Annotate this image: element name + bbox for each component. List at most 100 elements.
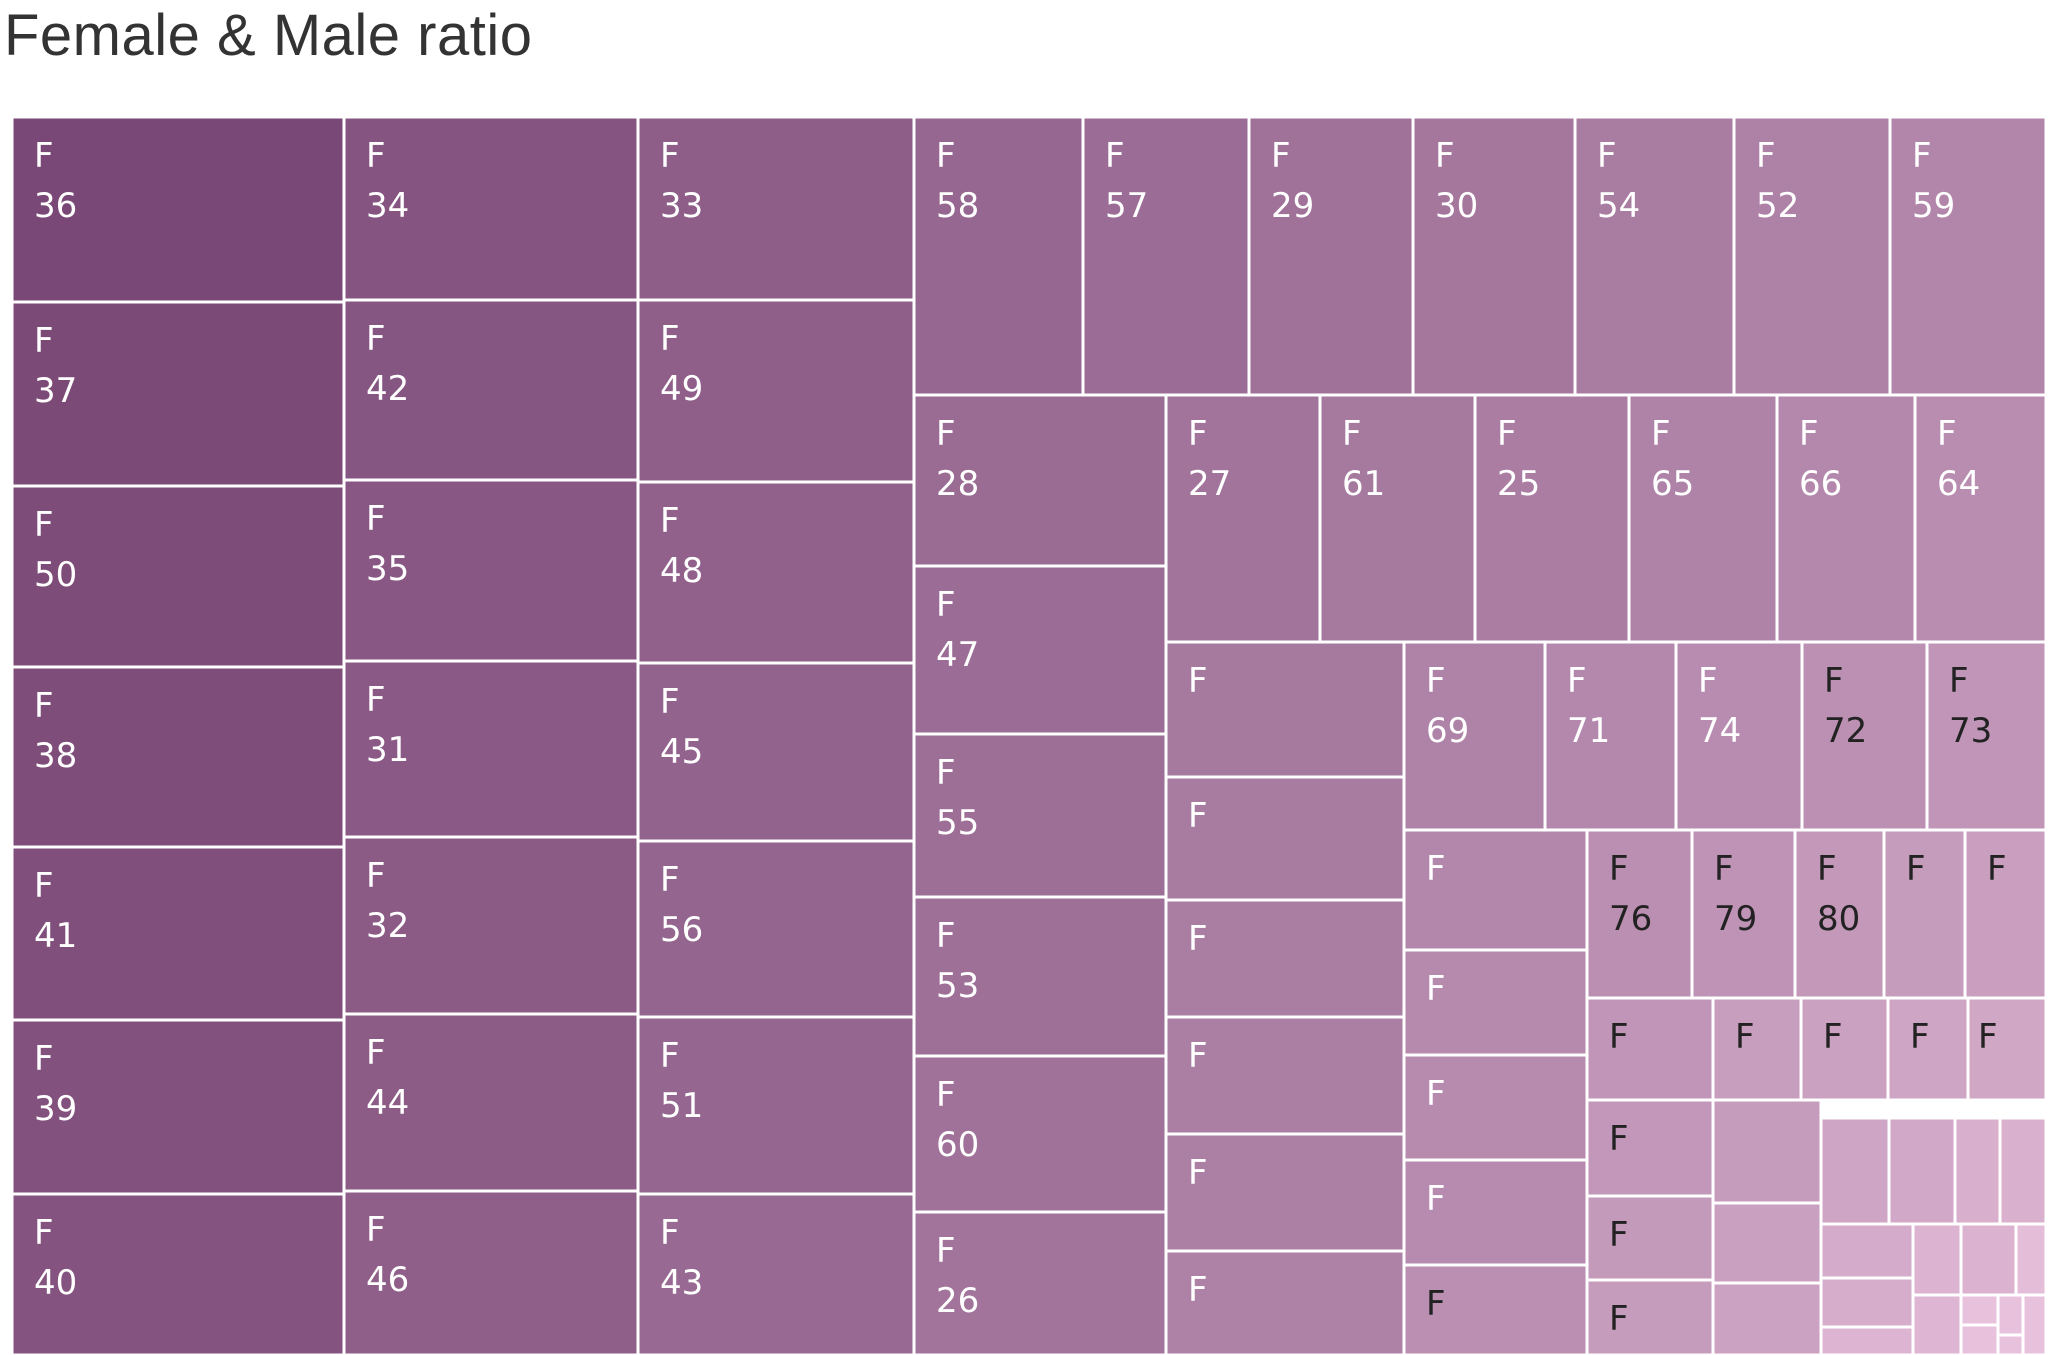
treemap-cell[interactable]: F	[1969, 999, 2045, 1099]
treemap-cell[interactable]	[1714, 1204, 1820, 1282]
treemap-cell[interactable]	[1822, 1225, 1912, 1277]
treemap-cell[interactable]	[1999, 1296, 2022, 1334]
treemap-cell[interactable]: F 25	[1476, 396, 1628, 641]
treemap-cell-rect	[345, 662, 637, 836]
treemap-cell[interactable]	[1890, 1119, 1954, 1223]
treemap-cell-rect	[1588, 1281, 1712, 1354]
treemap-cell[interactable]: F 72	[1803, 643, 1926, 829]
treemap-cell[interactable]: F	[1588, 1101, 1712, 1195]
treemap-cell-rect	[1966, 831, 2045, 997]
treemap-cell[interactable]: F	[1167, 643, 1403, 776]
treemap-cell[interactable]: F 55	[915, 735, 1165, 896]
treemap-cell[interactable]	[1956, 1119, 1999, 1223]
treemap-cell[interactable]	[1962, 1326, 1997, 1354]
treemap-cell[interactable]: F	[1889, 999, 1967, 1099]
treemap-cell[interactable]: F	[1167, 1252, 1403, 1354]
treemap-cell[interactable]: F	[1405, 1266, 1586, 1354]
treemap-cell[interactable]: F 50	[13, 487, 343, 666]
treemap-cell[interactable]	[1714, 1284, 1820, 1354]
treemap-cell[interactable]: F 57	[1084, 118, 1248, 394]
treemap-cell-rect	[345, 1192, 637, 1354]
treemap-cell[interactable]: F 80	[1796, 831, 1883, 997]
treemap-cell[interactable]: F	[1167, 901, 1403, 1016]
treemap-cell[interactable]: F 41	[13, 848, 343, 1019]
treemap-cell[interactable]: F 39	[13, 1021, 343, 1193]
treemap-cell[interactable]: F 76	[1588, 831, 1691, 997]
treemap-cell[interactable]: F 37	[13, 303, 343, 485]
treemap-cell[interactable]: F 53	[915, 898, 1165, 1055]
treemap-cell[interactable]: F 45	[639, 664, 913, 840]
treemap-cell[interactable]: F	[1885, 831, 1964, 997]
treemap-cell[interactable]: F 30	[1414, 118, 1574, 394]
treemap-cell[interactable]: F 34	[345, 118, 637, 299]
treemap-cell[interactable]: F 26	[915, 1213, 1165, 1354]
treemap-cell[interactable]: F 40	[13, 1195, 343, 1354]
treemap-cell[interactable]: F 60	[915, 1057, 1165, 1211]
treemap-cell[interactable]	[1822, 1279, 1912, 1326]
treemap-cell[interactable]: F	[1405, 951, 1586, 1054]
treemap-cell-group-label: F	[366, 856, 386, 896]
treemap-cell[interactable]: F 64	[1916, 396, 2045, 641]
treemap-cell-age-label: 38	[34, 736, 77, 776]
treemap-cell-rect	[639, 1018, 913, 1193]
treemap-cell[interactable]	[1714, 1101, 1820, 1202]
treemap-cell[interactable]: F 54	[1576, 118, 1733, 394]
treemap-cell[interactable]: F	[1405, 831, 1586, 949]
treemap-cell[interactable]: F 43	[639, 1195, 913, 1354]
treemap-cell[interactable]: F 33	[639, 118, 913, 299]
treemap-cell[interactable]: F 42	[345, 301, 637, 479]
treemap-cell[interactable]: F 36	[13, 118, 343, 301]
treemap-cell[interactable]: F 31	[345, 662, 637, 836]
treemap-cell-rect	[1630, 396, 1776, 641]
treemap-cell[interactable]	[1914, 1225, 1960, 1294]
treemap-cell[interactable]: F 29	[1250, 118, 1412, 394]
treemap-cell[interactable]	[2024, 1296, 2045, 1354]
treemap-cell[interactable]: F 79	[1693, 831, 1794, 997]
treemap-cell[interactable]: F	[1588, 999, 1712, 1099]
treemap-cell[interactable]: F 35	[345, 481, 637, 660]
treemap-cell[interactable]: F 47	[915, 567, 1165, 733]
treemap-cell[interactable]: F	[1588, 1281, 1712, 1354]
treemap-cell[interactable]: F	[1167, 1135, 1403, 1250]
treemap-cell-rect	[1405, 643, 1544, 829]
treemap-cell[interactable]: F 48	[639, 483, 913, 662]
treemap-cell[interactable]	[1822, 1119, 1888, 1223]
treemap-cell[interactable]: F 66	[1778, 396, 1914, 641]
treemap-cell[interactable]: F 44	[345, 1015, 637, 1190]
treemap-cell[interactable]: F 71	[1546, 643, 1675, 829]
treemap-cell[interactable]: F 61	[1321, 396, 1474, 641]
treemap-cell[interactable]: F 38	[13, 668, 343, 846]
treemap-cell[interactable]	[2001, 1119, 2045, 1223]
treemap-cell[interactable]: F	[1714, 999, 1800, 1099]
treemap-cell[interactable]: F	[1405, 1161, 1586, 1264]
treemap-cell[interactable]	[1962, 1296, 1997, 1324]
treemap-cell[interactable]: F	[1802, 999, 1887, 1099]
treemap-cell-rect	[1167, 1135, 1403, 1250]
treemap-cell-group-label: F	[660, 682, 680, 722]
treemap-cell[interactable]: F 52	[1735, 118, 1889, 394]
treemap-cell[interactable]: F 27	[1167, 396, 1319, 641]
treemap-cell[interactable]: F 59	[1891, 118, 2045, 394]
treemap-cell[interactable]: F 46	[345, 1192, 637, 1354]
treemap-cell[interactable]: F	[1167, 1018, 1403, 1133]
treemap-cell[interactable]	[2017, 1225, 2045, 1294]
treemap-cell[interactable]: F 56	[639, 842, 913, 1016]
treemap-cell[interactable]	[1999, 1336, 2022, 1354]
treemap-cell-group-label: F	[1426, 969, 1446, 1009]
treemap-cell[interactable]: F 32	[345, 838, 637, 1013]
treemap-cell[interactable]: F 69	[1405, 643, 1544, 829]
treemap-cell[interactable]	[1822, 1328, 1912, 1354]
treemap-cell[interactable]: F 58	[915, 118, 1082, 394]
treemap-cell[interactable]: F 49	[639, 301, 913, 481]
treemap-cell[interactable]: F	[1167, 778, 1403, 899]
treemap-cell[interactable]	[1962, 1225, 2015, 1294]
treemap-cell[interactable]: F 65	[1630, 396, 1776, 641]
treemap-cell[interactable]: F 74	[1677, 643, 1801, 829]
treemap-cell[interactable]: F 73	[1928, 643, 2045, 829]
treemap-cell[interactable]: F	[1966, 831, 2045, 997]
treemap-cell[interactable]: F	[1588, 1197, 1712, 1279]
treemap-cell[interactable]	[1914, 1296, 1960, 1354]
treemap-cell[interactable]: F	[1405, 1056, 1586, 1159]
treemap-cell[interactable]: F 51	[639, 1018, 913, 1193]
treemap-cell[interactable]: F 28	[915, 396, 1165, 565]
